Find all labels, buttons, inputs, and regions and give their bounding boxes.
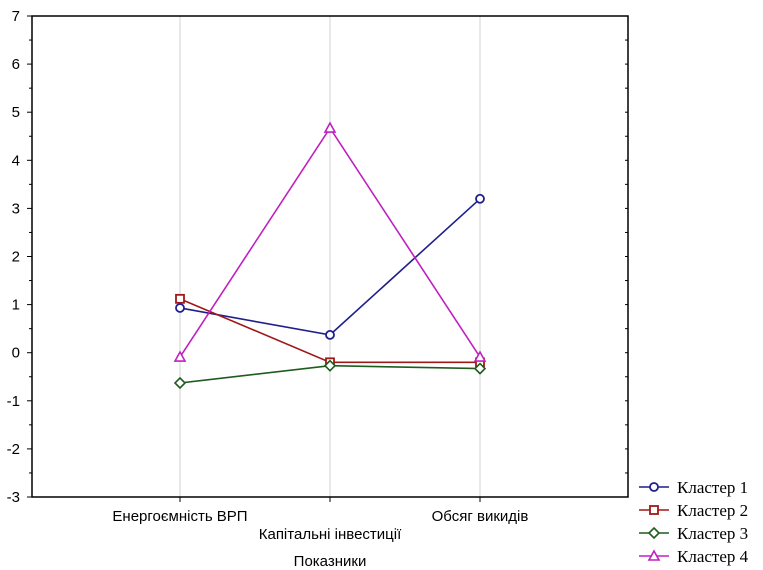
y-tick-label: 2 [12, 249, 20, 266]
data-point-s4-3 [473, 350, 487, 362]
x-category-label: Енергоємність ВРП [112, 508, 247, 525]
legend-label: Кластер 1 [677, 478, 748, 497]
series-4 [173, 121, 487, 362]
data-point-s4-1 [173, 350, 187, 362]
y-tick-label: 6 [12, 56, 20, 73]
y-axis-ticks: -3 -2 -1 0 1 2 3 4 5 6 7 [7, 8, 628, 506]
y-tick-label: 3 [12, 200, 20, 217]
x-category-label: Обсяг викидів [432, 508, 529, 525]
legend: Кластер 1 Кластер 2 Кластер 3 Кластер 4 [639, 478, 749, 566]
series-3 [173, 359, 487, 390]
y-tick-label: -3 [7, 489, 20, 506]
data-point-s2-1 [175, 293, 185, 304]
data-point-s1-1 [175, 303, 185, 313]
y-tick-label: 7 [12, 8, 20, 25]
legend-label: Кластер 3 [677, 524, 748, 543]
data-point-s3-1 [173, 376, 187, 390]
data-point-s3-2 [323, 359, 337, 372]
gridlines [179, 16, 481, 497]
y-tick-label: -1 [7, 393, 20, 410]
y-tick-label: 1 [12, 297, 20, 314]
data-point-s4-2 [323, 121, 337, 133]
y-tick-label: -2 [7, 441, 20, 458]
legend-item-1: Кластер 1 [639, 478, 748, 497]
series-1 [175, 193, 485, 340]
legend-item-2: Кластер 2 [639, 501, 748, 520]
y-tick-label: 5 [12, 104, 20, 121]
data-point-s1-3 [475, 193, 485, 204]
y-tick-label: 0 [12, 345, 20, 362]
legend-item-4: Кластер 4 [639, 547, 749, 566]
legend-marker [647, 549, 661, 561]
legend-marker [649, 505, 659, 515]
x-category-label: Капітальні інвестиції [259, 526, 402, 543]
x-axis-ticks: Енергоємність ВРП Капітальні інвестиції Об… [112, 497, 528, 543]
data-point-s3-3 [473, 362, 487, 375]
legend-marker [647, 526, 661, 540]
y-tick-label: 4 [12, 152, 20, 169]
legend-marker [649, 482, 659, 492]
series-layer [173, 121, 487, 390]
data-point-s1-2 [325, 330, 335, 340]
legend-label: Кластер 4 [677, 547, 749, 566]
x-axis-title: Показники [294, 553, 367, 570]
legend-label: Кластер 2 [677, 501, 748, 520]
legend-item-3: Кластер 3 [639, 524, 748, 543]
